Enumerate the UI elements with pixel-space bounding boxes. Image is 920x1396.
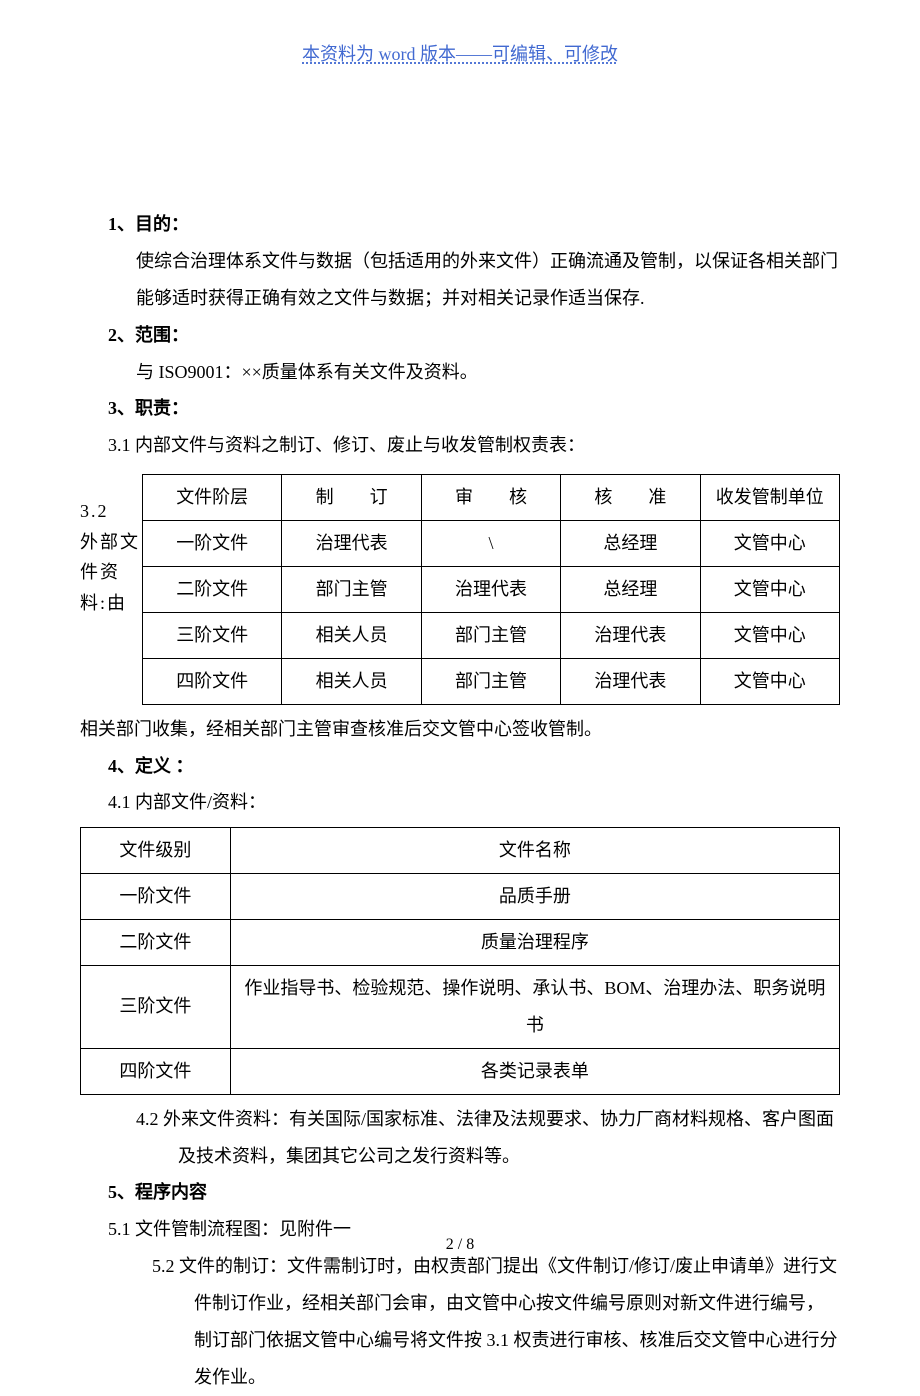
table-header-cell: 收发管制单位	[700, 475, 839, 521]
table-cell: 文管中心	[700, 658, 839, 704]
table-row: 二阶文件 部门主管 治理代表 总经理 文管中心	[143, 567, 840, 613]
table-cell: 四阶文件	[143, 658, 282, 704]
table-row: 三阶文件 相关人员 部门主管 治理代表 文管中心	[143, 612, 840, 658]
table-cell: 文管中心	[700, 567, 839, 613]
table-row: 一阶文件 品质手册	[81, 874, 840, 920]
page-sep: /	[454, 1236, 466, 1253]
table-header-cell: 文件级别	[81, 828, 231, 874]
content-body: 1、目的： 使综合治理体系文件与数据（包括适用的外来文件）正确流通及管制，以保证…	[80, 206, 840, 1396]
table-cell: 三阶文件	[81, 966, 231, 1049]
table-cell: 治理代表	[561, 658, 700, 704]
table-row: 四阶文件 相关人员 部门主管 治理代表 文管中心	[143, 658, 840, 704]
table-cell: 治理代表	[282, 521, 421, 567]
section-5-heading: 5、程序内容	[108, 1174, 840, 1211]
table-cell: 总经理	[561, 521, 700, 567]
table-cell: 三阶文件	[143, 612, 282, 658]
table-cell: 治理代表	[421, 567, 560, 613]
table-cell: 各类记录表单	[230, 1048, 839, 1094]
document-page: 本资料为 word 版本——可编辑、可修改 1、目的： 使综合治理体系文件与数据…	[0, 0, 920, 1396]
table-cell: 文管中心	[700, 612, 839, 658]
page-total: 8	[466, 1236, 474, 1253]
section-4-heading: 4、定义 ：	[108, 748, 840, 785]
table-cell: 部门主管	[282, 567, 421, 613]
page-current: 2	[446, 1236, 454, 1253]
section-1-heading: 1、目的：	[108, 206, 840, 243]
table-row: 二阶文件 质量治理程序	[81, 920, 840, 966]
section-1-body: 使综合治理体系文件与数据（包括适用的外来文件）正确流通及管制，以保证各相关部门能…	[136, 243, 840, 317]
table-header-cell: 核 准	[561, 475, 700, 521]
table-cell: 相关人员	[282, 658, 421, 704]
header-note: 本资料为 word 版本——可编辑、可修改	[80, 40, 840, 66]
section-4-sub2: 4.2 外来文件资料：有关国际/国家标准、法律及法规要求、协力厂商材料规格、客户…	[108, 1101, 840, 1175]
table-header-row: 文件级别 文件名称	[81, 828, 840, 874]
table-cell: 治理代表	[561, 612, 700, 658]
table-header-cell: 审 核	[421, 475, 560, 521]
table-header-cell: 文件阶层	[143, 475, 282, 521]
section-3-sub1: 3.1 内部文件与资料之制订、修订、废止与收发管制权责表：	[108, 427, 840, 464]
table-cell: 作业指导书、检验规范、操作说明、承认书、BOM、治理办法、职务说明书	[230, 966, 839, 1049]
table-row: 一阶文件 治理代表 \ 总经理 文管中心	[143, 521, 840, 567]
section-4-sub1: 4.1 内部文件/资料：	[108, 784, 840, 821]
table1-wrap: 3.2 外部文件资料:由 文件阶层 制 订 审 核 核 准 收发管制单位 一阶文…	[80, 468, 840, 710]
table-row: 三阶文件 作业指导书、检验规范、操作说明、承认书、BOM、治理办法、职务说明书	[81, 966, 840, 1049]
section-5-sub2: 5.2 文件的制订：文件需制订时，由权责部门提出《文件制订/修订/废止申请单》进…	[108, 1248, 840, 1396]
table-cell: 四阶文件	[81, 1048, 231, 1094]
table-cell: 部门主管	[421, 612, 560, 658]
section-3-heading: 3、职责：	[108, 390, 840, 427]
table-header-cell: 制 订	[282, 475, 421, 521]
table-row: 四阶文件 各类记录表单	[81, 1048, 840, 1094]
table-header-row: 文件阶层 制 订 审 核 核 准 收发管制单位	[143, 475, 840, 521]
table-cell: 文管中心	[700, 521, 839, 567]
table-header-cell: 文件名称	[230, 828, 839, 874]
section-2-heading: 2、范围：	[108, 317, 840, 354]
table-cell: 品质手册	[230, 874, 839, 920]
table-cell: 一阶文件	[143, 521, 282, 567]
section-3-after: 相关部门收集，经相关部门主管审查核准后交文管中心签收管制。	[80, 711, 840, 748]
table-cell: 总经理	[561, 567, 700, 613]
section-2-body: 与 ISO9001：××质量体系有关文件及资料。	[136, 354, 840, 391]
table-cell: \	[421, 521, 560, 567]
table-cell: 二阶文件	[143, 567, 282, 613]
responsibility-table: 文件阶层 制 订 审 核 核 准 收发管制单位 一阶文件 治理代表 \ 总经理 …	[142, 474, 840, 704]
table-cell: 质量治理程序	[230, 920, 839, 966]
table-cell: 二阶文件	[81, 920, 231, 966]
page-footer: 2 / 8	[0, 1236, 920, 1254]
table-cell: 相关人员	[282, 612, 421, 658]
definition-table: 文件级别 文件名称 一阶文件 品质手册 二阶文件 质量治理程序 三阶文件 作业指…	[80, 827, 840, 1094]
table-cell: 部门主管	[421, 658, 560, 704]
table-cell: 一阶文件	[81, 874, 231, 920]
section-3-2-side: 3.2 外部文件资料:由	[80, 468, 142, 618]
